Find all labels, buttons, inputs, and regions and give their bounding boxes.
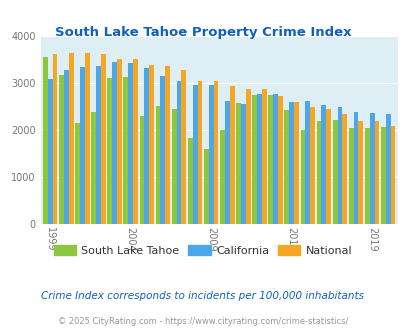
Bar bbox=[341, 114, 346, 224]
Bar bbox=[364, 128, 369, 224]
Bar bbox=[176, 81, 181, 224]
Bar bbox=[224, 101, 229, 224]
Bar bbox=[128, 63, 133, 224]
Bar bbox=[348, 128, 353, 224]
Bar bbox=[181, 70, 186, 224]
Bar bbox=[268, 95, 273, 224]
Bar bbox=[112, 62, 117, 224]
Text: © 2025 CityRating.com - https://www.cityrating.com/crime-statistics/: © 2025 CityRating.com - https://www.city… bbox=[58, 317, 347, 326]
Bar bbox=[316, 121, 321, 224]
Bar bbox=[53, 54, 58, 224]
Bar bbox=[385, 114, 390, 224]
Bar bbox=[75, 123, 80, 224]
Bar bbox=[64, 70, 68, 224]
Bar bbox=[261, 89, 266, 224]
Bar bbox=[59, 75, 64, 224]
Bar bbox=[300, 130, 305, 224]
Bar bbox=[171, 109, 176, 224]
Bar bbox=[252, 95, 256, 224]
Bar bbox=[149, 65, 153, 224]
Bar bbox=[165, 66, 170, 224]
Bar bbox=[309, 107, 314, 224]
Bar bbox=[273, 94, 277, 224]
Bar bbox=[305, 101, 309, 224]
Bar bbox=[380, 127, 385, 224]
Bar bbox=[213, 81, 218, 224]
Bar bbox=[353, 113, 358, 224]
Legend: South Lake Tahoe, California, National: South Lake Tahoe, California, National bbox=[49, 241, 356, 260]
Bar bbox=[332, 120, 337, 224]
Bar bbox=[107, 78, 112, 224]
Bar bbox=[245, 89, 250, 224]
Bar bbox=[80, 67, 85, 224]
Bar bbox=[220, 130, 224, 224]
Bar bbox=[208, 85, 213, 224]
Bar bbox=[192, 85, 197, 224]
Bar bbox=[390, 126, 394, 224]
Bar bbox=[277, 96, 282, 224]
Bar bbox=[293, 102, 298, 224]
Bar bbox=[326, 109, 330, 224]
Bar bbox=[337, 107, 341, 224]
Text: Crime Index corresponds to incidents per 100,000 inhabitants: Crime Index corresponds to incidents per… bbox=[41, 291, 364, 301]
Bar bbox=[321, 105, 326, 224]
Bar bbox=[229, 86, 234, 224]
Bar bbox=[43, 57, 48, 224]
Bar bbox=[358, 121, 362, 224]
Bar bbox=[160, 76, 165, 224]
Bar bbox=[197, 81, 202, 224]
Bar bbox=[91, 113, 96, 224]
Bar bbox=[241, 104, 245, 224]
Bar bbox=[256, 94, 261, 224]
Text: South Lake Tahoe Property Crime Index: South Lake Tahoe Property Crime Index bbox=[55, 26, 350, 39]
Bar bbox=[101, 54, 106, 224]
Bar bbox=[155, 106, 160, 224]
Bar bbox=[288, 102, 293, 224]
Bar bbox=[68, 53, 73, 224]
Bar bbox=[369, 113, 374, 224]
Bar bbox=[133, 59, 138, 224]
Bar bbox=[117, 59, 121, 224]
Bar bbox=[48, 79, 53, 224]
Bar bbox=[85, 53, 90, 224]
Bar bbox=[123, 77, 128, 224]
Bar bbox=[96, 66, 101, 224]
Bar bbox=[188, 138, 192, 224]
Bar bbox=[203, 149, 208, 224]
Bar bbox=[374, 121, 378, 224]
Bar bbox=[139, 116, 144, 224]
Bar bbox=[236, 103, 241, 224]
Bar bbox=[144, 68, 149, 224]
Bar bbox=[284, 110, 288, 224]
